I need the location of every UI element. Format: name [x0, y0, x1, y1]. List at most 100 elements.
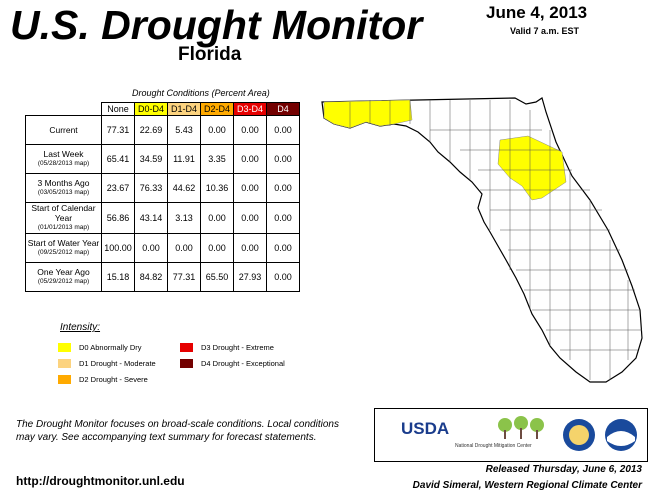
map-date: June 4, 2013	[486, 3, 588, 22]
table-cell: 0.00	[266, 144, 300, 174]
row-label: Current	[25, 115, 102, 145]
row-label: Start of Calendar Year (01/01/2013 map)	[25, 202, 102, 234]
table-row: Start of Water Year (09/25/2012 map) 100.0…	[25, 233, 300, 263]
commerce-seal-icon	[563, 419, 595, 451]
row-label-text: Last Week	[43, 149, 84, 159]
table-cell: 3.35	[200, 144, 234, 174]
legend-swatch	[58, 359, 71, 368]
table-cell: 5.43	[167, 115, 201, 145]
row-label: 3 Months Ago (03/05/2013 map)	[25, 173, 102, 203]
state-name: Florida	[178, 44, 242, 65]
table-cell: 0.00	[167, 233, 201, 263]
table-cell: 0.00	[134, 233, 168, 263]
col-header-none: None	[101, 102, 135, 116]
legend-item-d4: D4 Drought - Exceptional	[180, 359, 285, 368]
table-cell: 65.41	[101, 144, 135, 174]
legend-item-d3: D3 Drought - Extreme	[180, 343, 274, 352]
table-caption: Drought Conditions (Percent Area)	[132, 88, 270, 98]
legend-label: D4 Drought - Exceptional	[201, 359, 285, 368]
table-cell: 0.00	[233, 233, 267, 263]
table-cell: 0.00	[266, 202, 300, 234]
legend-label: D3 Drought - Extreme	[201, 343, 274, 352]
legend-label: D0 Abnormally Dry	[79, 343, 142, 352]
legend-item-d1: D1 Drought - Moderate	[58, 359, 156, 368]
disclaimer-note: The Drought Monitor focuses on broad-sca…	[16, 419, 339, 443]
table-cell: 0.00	[266, 262, 300, 292]
table-cell: 77.31	[167, 262, 201, 292]
row-label-text: One Year Ago	[37, 267, 90, 277]
table-cell: 0.00	[200, 115, 234, 145]
table-cell: 10.36	[200, 173, 234, 203]
legend-title: Intensity:	[60, 322, 101, 333]
table-cell: 0.00	[266, 233, 300, 263]
page-title: U.S. Drought Monitor	[10, 2, 423, 48]
table-cell: 23.67	[101, 173, 135, 203]
legend-label: D1 Drought - Moderate	[79, 359, 156, 368]
col-header-d1-d4: D1-D4	[167, 102, 201, 116]
table-row: Start of Calendar Year (01/01/2013 map) 56…	[25, 202, 300, 234]
table-cell: 0.00	[200, 233, 234, 263]
table-cell: 76.33	[134, 173, 168, 203]
table-row: Last Week (05/28/2013 map) 65.41 34.59 11.91…	[25, 144, 300, 174]
col-header-d0-d4: D0-D4	[134, 102, 168, 116]
legend-item-d0: D0 Abnormally Dry	[58, 343, 142, 352]
col-header-d4: D4	[266, 102, 300, 116]
table-cell: 56.86	[101, 202, 135, 234]
legend-label: D2 Drought - Severe	[79, 375, 148, 384]
table-cell: 65.50	[200, 262, 234, 292]
table-cell: 0.00	[233, 202, 267, 234]
florida-outline	[321, 97, 643, 383]
row-label-date: (05/28/2013 map)	[37, 160, 90, 167]
table-row: 3 Months Ago (03/05/2013 map) 23.67 76.33 44…	[25, 173, 300, 203]
d0-abnormally-dry-area	[497, 135, 567, 201]
table-cell: 0.00	[266, 173, 300, 203]
table-corner	[26, 103, 102, 116]
legend-swatch	[180, 359, 193, 368]
table-cell: 84.82	[134, 262, 168, 292]
table-cell: 22.69	[134, 115, 168, 145]
ndmc-tree-icon	[498, 416, 544, 439]
row-label-text: Start of Water Year	[27, 238, 100, 248]
row-label-date: (01/01/2013 map)	[37, 224, 90, 231]
row-label: Last Week (05/28/2013 map)	[25, 144, 102, 174]
table-cell: 0.00	[266, 115, 300, 145]
col-header-d3-d4: D3-D4	[233, 102, 267, 116]
legend-item-d2: D2 Drought - Severe	[58, 375, 148, 384]
florida-county-map	[321, 97, 643, 383]
table-cell: 0.00	[233, 173, 267, 203]
table-row: One Year Ago (05/29/2012 map) 15.18 84.82 77…	[25, 262, 300, 292]
valid-time: Valid 7 a.m. EST	[510, 26, 580, 36]
release-date: Released Thursday, June 6, 2013	[485, 464, 642, 475]
row-label-text: Current	[49, 125, 78, 135]
row-label-date: (03/05/2013 map)	[37, 189, 90, 196]
website-link[interactable]: http://droughtmonitor.unl.edu	[16, 474, 185, 488]
drought-conditions-table: None D0-D4 D1-D4 D2-D4 D3-D4 D4 Current 7…	[25, 102, 300, 292]
table-cell: 100.00	[101, 233, 135, 263]
table-header-row: None D0-D4 D1-D4 D2-D4 D3-D4 D4	[26, 102, 300, 116]
partner-logos: USDA National Drought Mitigation Center	[374, 408, 648, 462]
table-cell: 0.00	[233, 115, 267, 145]
row-label-text: Start of Calendar Year	[31, 203, 96, 223]
table-cell: 11.91	[167, 144, 201, 174]
legend-swatch	[180, 343, 193, 352]
legend-swatch	[58, 343, 71, 352]
ndmc-logo: National Drought Mitigation Center	[455, 443, 532, 449]
row-label: One Year Ago (05/29/2012 map)	[25, 262, 102, 292]
table-cell: 15.18	[101, 262, 135, 292]
table-cell: 3.13	[167, 202, 201, 234]
author-credit: David Simeral, Western Regional Climate …	[412, 480, 642, 491]
table-row: Current 77.31 22.69 5.43 0.00 0.00 0.00	[25, 115, 300, 145]
row-label-date: (09/25/2012 map)	[37, 249, 90, 256]
row-label-text: 3 Months Ago	[37, 178, 90, 188]
table-cell: 27.93	[233, 262, 267, 292]
row-label-date: (05/29/2012 map)	[37, 278, 90, 285]
table-cell: 0.00	[200, 202, 234, 234]
table-cell: 34.59	[134, 144, 168, 174]
usda-logo: USDA	[401, 419, 450, 438]
table-cell: 77.31	[101, 115, 135, 145]
noaa-logo-icon	[605, 419, 637, 451]
col-header-d2-d4: D2-D4	[200, 102, 234, 116]
row-label: Start of Water Year (09/25/2012 map)	[25, 233, 102, 263]
county-lines	[349, 100, 642, 380]
legend-swatch	[58, 375, 71, 384]
